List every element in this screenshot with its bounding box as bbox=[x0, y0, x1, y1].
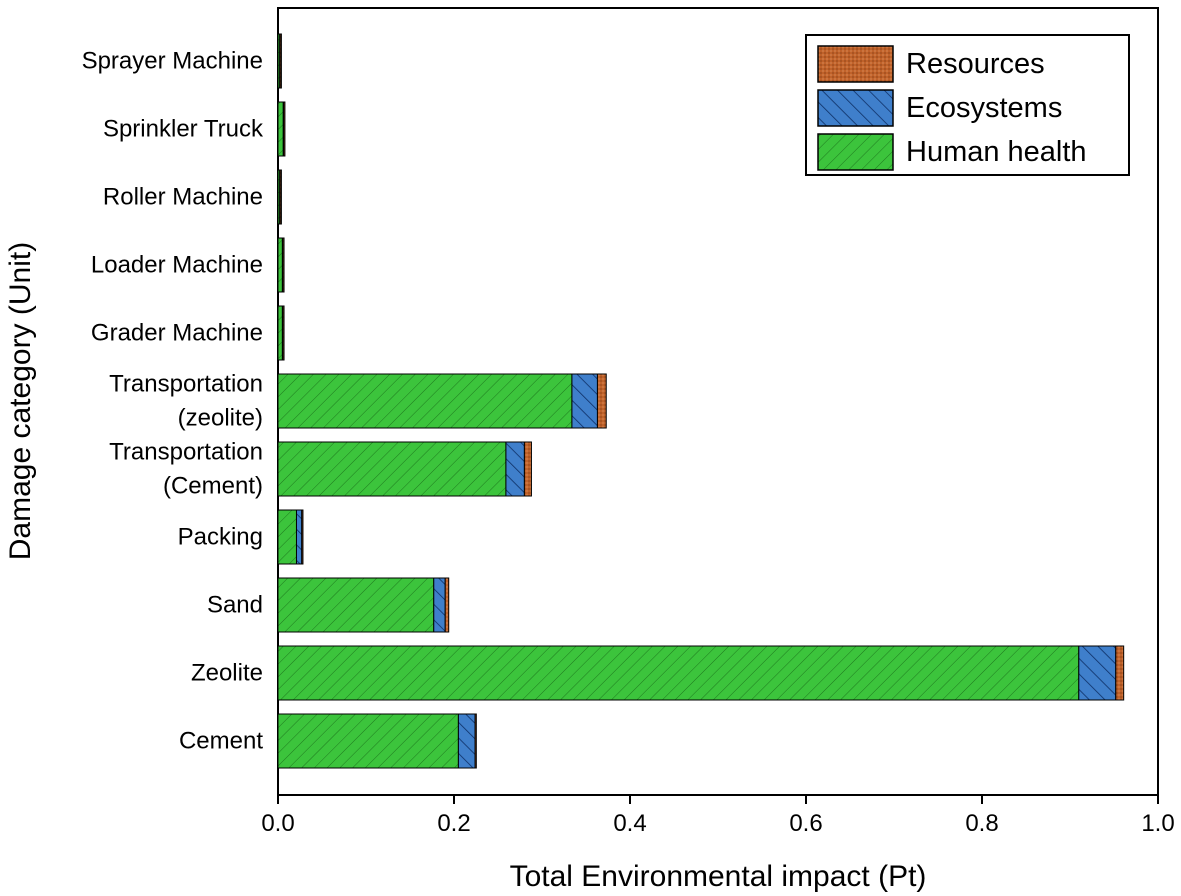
legend-swatch-resources bbox=[817, 45, 894, 83]
bar-resources-roller-machine bbox=[279, 169, 282, 225]
bar-resources-sprayer-machine bbox=[279, 33, 282, 89]
y-tick-label: Grader Machine bbox=[91, 320, 263, 347]
y-tick-label: Transportation bbox=[109, 371, 263, 398]
bar-human-health-zeolite bbox=[277, 645, 1080, 701]
bar-ecosystems-transportation-zeolite bbox=[571, 373, 598, 429]
bar-ecosystems-zeolite bbox=[1078, 645, 1117, 701]
bar-ecosystems-cement bbox=[457, 713, 476, 769]
y-tick-label: Loader Machine bbox=[91, 252, 263, 279]
y-axis-title: Damage category (Unit) bbox=[4, 242, 37, 560]
x-axis: 0.0 0.2 0.4 0.6 0.8 1.0 bbox=[261, 795, 1175, 837]
bar-human-health-packing bbox=[277, 509, 297, 565]
y-tick-label: Roller Machine bbox=[103, 184, 263, 211]
x-tick-label: 0.2 bbox=[437, 810, 470, 837]
y-tick-label: Cement bbox=[179, 728, 263, 755]
bar-human-health-grader-machine bbox=[277, 305, 283, 361]
bar-human-health-loader-machine bbox=[277, 237, 283, 293]
bar-ecosystems-packing bbox=[295, 509, 303, 565]
y-tick-label: Transportation bbox=[109, 439, 263, 466]
bar-resources-sand bbox=[444, 577, 450, 633]
legend-label-resources: Resources bbox=[906, 48, 1045, 80]
x-tick-label: 0.8 bbox=[965, 810, 998, 837]
y-tick-label: Packing bbox=[178, 524, 263, 551]
bar-resources-transportation-cement bbox=[523, 441, 532, 497]
y-tick-label: (Cement) bbox=[163, 473, 263, 500]
bar-human-health-sand bbox=[277, 577, 435, 633]
bar-human-health-sprinkler-truck bbox=[277, 101, 284, 157]
x-tick-label: 0.0 bbox=[261, 810, 294, 837]
bar-resources-transportation-zeolite bbox=[596, 373, 607, 429]
bar-human-health-cement bbox=[277, 713, 459, 769]
y-tick-label: Zeolite bbox=[191, 660, 263, 687]
x-tick-label: 0.4 bbox=[613, 810, 646, 837]
legend-swatch-human-health bbox=[817, 133, 894, 171]
y-tick-label: Sprinkler Truck bbox=[103, 116, 264, 143]
bar-resources-cement bbox=[474, 713, 477, 769]
x-axis-title: Total Environmental impact (Pt) bbox=[510, 860, 927, 893]
bar-resources-sprinkler-truck bbox=[283, 101, 286, 157]
y-tick-label: Sand bbox=[207, 592, 263, 619]
bar-resources-zeolite bbox=[1115, 645, 1125, 701]
bar-resources-packing bbox=[301, 509, 304, 565]
bar-human-health-transportation-cement bbox=[277, 441, 507, 497]
bars-layer bbox=[277, 33, 1125, 769]
legend-label-human-health: Human health bbox=[906, 136, 1087, 168]
bar-ecosystems-transportation-cement bbox=[505, 441, 525, 497]
x-tick-label: 0.6 bbox=[789, 810, 822, 837]
legend-label-ecosystems: Ecosystems bbox=[906, 92, 1062, 124]
y-tick-label: (zeolite) bbox=[178, 405, 263, 432]
legend-swatch-ecosystems bbox=[817, 89, 894, 127]
bar-ecosystems-sand bbox=[433, 577, 446, 633]
y-tick-label: Sprayer Machine bbox=[82, 48, 263, 75]
bar-resources-grader-machine bbox=[282, 305, 285, 361]
y-axis-tick-labels: Cement Zeolite Sand Packing Transportation (C… bbox=[82, 48, 264, 755]
bar-human-health-transportation-zeolite bbox=[277, 373, 573, 429]
legend: Resources Ecosystems Human health bbox=[805, 34, 1130, 176]
x-tick-label: 1.0 bbox=[1141, 810, 1174, 837]
bar-resources-loader-machine bbox=[282, 237, 285, 293]
